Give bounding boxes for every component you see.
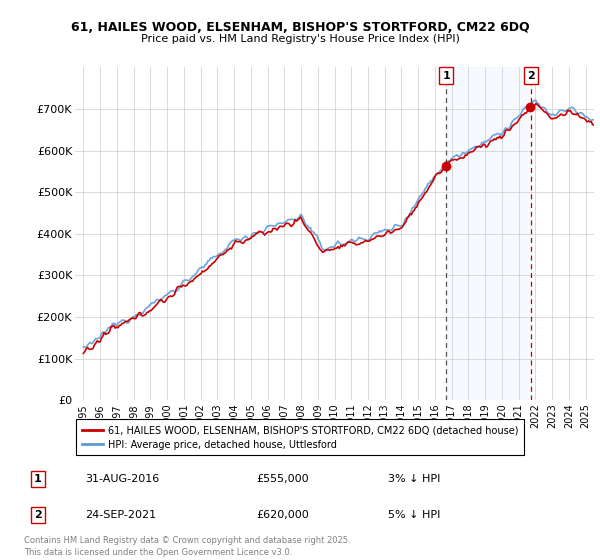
- Text: 2: 2: [34, 510, 41, 520]
- Text: £620,000: £620,000: [256, 510, 308, 520]
- Text: 3% ↓ HPI: 3% ↓ HPI: [388, 474, 440, 484]
- Text: 24-SEP-2021: 24-SEP-2021: [85, 510, 156, 520]
- Text: £555,000: £555,000: [256, 474, 308, 484]
- Text: 61, HAILES WOOD, ELSENHAM, BISHOP'S STORTFORD, CM22 6DQ: 61, HAILES WOOD, ELSENHAM, BISHOP'S STOR…: [71, 21, 529, 34]
- Text: 1: 1: [34, 474, 41, 484]
- Text: Price paid vs. HM Land Registry's House Price Index (HPI): Price paid vs. HM Land Registry's House …: [140, 34, 460, 44]
- Text: 1: 1: [442, 71, 450, 81]
- Text: 5% ↓ HPI: 5% ↓ HPI: [388, 510, 440, 520]
- Text: Contains HM Land Registry data © Crown copyright and database right 2025.
This d: Contains HM Land Registry data © Crown c…: [24, 536, 350, 557]
- Text: 2: 2: [527, 71, 535, 81]
- Legend: 61, HAILES WOOD, ELSENHAM, BISHOP'S STORTFORD, CM22 6DQ (detached house), HPI: A: 61, HAILES WOOD, ELSENHAM, BISHOP'S STOR…: [76, 419, 524, 455]
- Text: 31-AUG-2016: 31-AUG-2016: [85, 474, 159, 484]
- Bar: [446, 67, 531, 400]
